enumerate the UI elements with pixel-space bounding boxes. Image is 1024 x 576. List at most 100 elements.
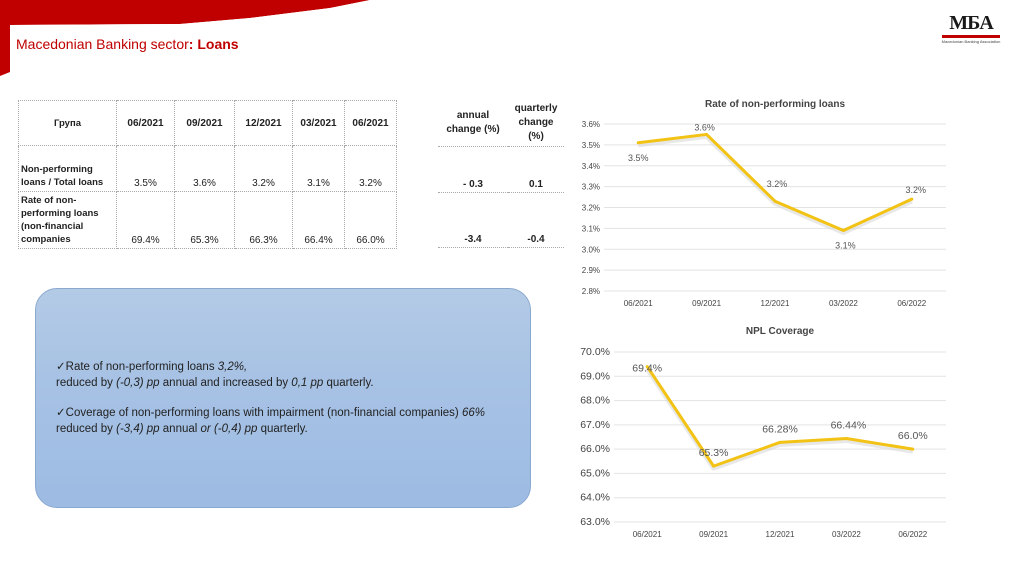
- data-point: [705, 132, 709, 136]
- page-title-prefix: Macedonian Banking sector: [16, 36, 189, 52]
- summary-span: ✓Rate of non-performing loans: [56, 361, 218, 373]
- row-label-line: (non-financial: [21, 221, 84, 232]
- summary-span: annual and increased by: [159, 377, 292, 389]
- summary-span: 66%: [461, 407, 485, 419]
- data-point: [841, 228, 845, 232]
- row-label: Non-performing loans / Total loans: [18, 145, 117, 192]
- data-point: [773, 199, 777, 203]
- table-cell: 3.6%: [174, 145, 235, 192]
- summary-span: quarterly.: [323, 377, 374, 389]
- x-tick-label: 09/2021: [692, 299, 721, 308]
- period-header: 03/2021: [292, 100, 345, 146]
- summary-span: reduced by: [56, 423, 117, 435]
- series-line: [645, 365, 914, 468]
- quarterly-change-cell: 0.1: [508, 146, 564, 193]
- summary-span: (-0,3) pp: [116, 377, 160, 389]
- row-label: Rate of non- performing loans (non-finan…: [18, 191, 117, 249]
- change-header-row: annual change (%) quarterly change (%): [438, 100, 564, 147]
- x-tick-label: 12/2021: [766, 530, 795, 539]
- page-title: Macedonian Banking sector: Loans: [16, 36, 239, 52]
- series-line-shadow: [637, 133, 913, 235]
- summary-span: 3,2%,: [217, 361, 248, 373]
- period-header: 06/2021: [116, 100, 175, 146]
- y-tick-label: 63.0%: [580, 516, 610, 528]
- data-label: 3.1%: [835, 240, 856, 250]
- npl-coverage-chart-svg: NPL Coverage 70.0% 69.0% 68.0% 67.0% 66.0% 65.…: [580, 326, 946, 539]
- data-point: [910, 197, 914, 201]
- mba-logo: MБA Macedonian Banking Association: [938, 12, 1004, 48]
- table-cell: 3.5%: [116, 145, 175, 192]
- chart-title: NPL Coverage: [746, 326, 815, 337]
- header-red-swoosh: [0, 0, 370, 76]
- table-cell: 66.0%: [344, 191, 397, 249]
- summary-span: 0,1 pp: [291, 377, 324, 389]
- table-row: Non-performing loans / Total loans 3.5% …: [18, 145, 397, 192]
- series-line-shadow: [645, 367, 914, 471]
- period-header: 09/2021: [174, 100, 235, 146]
- y-tick-label: 68.0%: [580, 395, 610, 407]
- table-row: -3.4 -0.4: [438, 192, 564, 248]
- y-tick-label: 2.9%: [582, 266, 600, 275]
- y-tick-label: 64.0%: [580, 492, 610, 504]
- y-tick-label: 70.0%: [580, 346, 610, 358]
- table-cell: 3.1%: [292, 145, 345, 192]
- annual-change-cell: -3.4: [438, 192, 508, 248]
- y-tick-label: 3.5%: [582, 141, 600, 150]
- data-label: 3.2%: [767, 179, 788, 189]
- table-cell: 66.4%: [292, 191, 345, 249]
- header-line: change (%): [518, 117, 554, 142]
- summary-span: (-3,4) pp: [116, 423, 160, 435]
- row-label-line: companies: [21, 234, 71, 245]
- y-tick-label: 66.0%: [580, 443, 610, 455]
- quarterly-change-cell: -0.4: [508, 192, 564, 248]
- data-point: [911, 447, 915, 451]
- table-cell: 3.2%: [234, 145, 293, 192]
- period-header: 12/2021: [234, 100, 293, 146]
- x-tick-label: 09/2021: [699, 530, 728, 539]
- data-label: 66.28%: [762, 423, 798, 435]
- data-label: 3.2%: [906, 185, 927, 195]
- row-label-line: Rate of non-: [21, 195, 77, 206]
- summary-text: ✓Rate of non-performing loans 3,2%, redu…: [56, 359, 526, 451]
- table-cell: 66.3%: [234, 191, 293, 249]
- change-table: annual change (%) quarterly change (%) -…: [438, 100, 564, 248]
- y-tick-label: 3.6%: [582, 120, 600, 129]
- y-tick-label: 3.2%: [582, 204, 600, 213]
- group-header: Група: [18, 100, 117, 146]
- table-row: - 0.3 0.1: [438, 146, 564, 193]
- summary-span: or: [200, 423, 211, 435]
- npl-rate-chart: Rate of non-performing loans 3.6% 3.5% 3.4%…: [570, 92, 960, 319]
- npl-coverage-chart: NPL Coverage 70.0% 69.0% 68.0% 67.0% 66.0% 65.…: [570, 318, 960, 549]
- data-label: 3.5%: [628, 153, 649, 163]
- table-cell: 69.4%: [116, 191, 175, 249]
- annual-change-header: annual change (%): [438, 100, 508, 147]
- loans-table: Група 06/2021 09/2021 12/2021 03/2021 06…: [18, 100, 397, 249]
- header-line: change (%): [446, 124, 500, 135]
- page-title-suffix: Loans: [197, 36, 239, 52]
- data-point: [645, 365, 649, 369]
- data-label: 3.6%: [694, 122, 715, 132]
- data-point: [844, 436, 848, 440]
- data-label: 66.44%: [831, 419, 867, 431]
- y-tick-label: 3.1%: [582, 224, 600, 233]
- table-cell: 65.3%: [174, 191, 235, 249]
- x-tick-label: 12/2021: [761, 299, 790, 308]
- x-tick-label: 06/2022: [897, 299, 926, 308]
- y-tick-label: 2.8%: [582, 287, 600, 296]
- y-tick-label: 3.0%: [582, 245, 600, 254]
- data-label: 65.3%: [699, 447, 729, 459]
- summary-span: ✓Coverage of non-performing loans with i…: [56, 407, 462, 419]
- data-point: [712, 464, 716, 468]
- period-header: 06/2021: [344, 100, 397, 146]
- summary-span: reduced by: [56, 377, 117, 389]
- npl-rate-chart-svg: Rate of non-performing loans 3.6% 3.5% 3.4%…: [582, 99, 946, 308]
- table-cell: 3.2%: [344, 145, 397, 192]
- header-banner: [0, 0, 372, 76]
- data-point: [778, 440, 782, 444]
- x-tick-label: 06/2021: [624, 299, 653, 308]
- summary-box: ✓Rate of non-performing loans 3,2%, redu…: [35, 288, 531, 508]
- table-row: Rate of non- performing loans (non-finan…: [18, 191, 397, 249]
- x-tick-label: 06/2021: [633, 530, 662, 539]
- header-line: annual: [456, 110, 490, 121]
- summary-span: (-0,4) pp: [213, 423, 258, 435]
